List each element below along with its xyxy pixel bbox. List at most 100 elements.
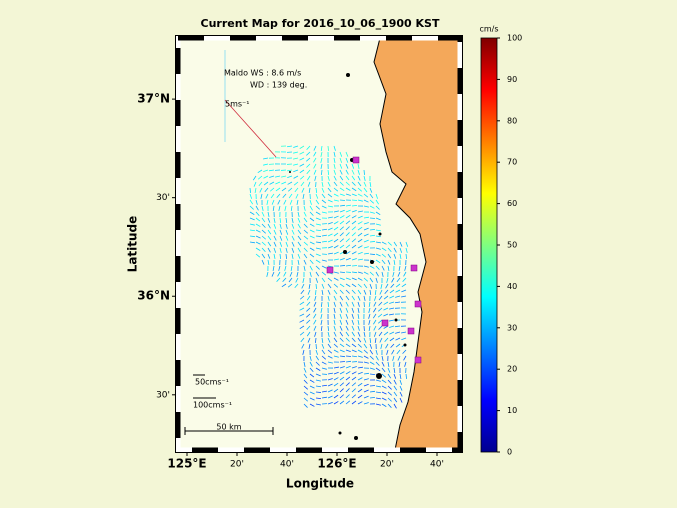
vector [255, 229, 261, 233]
vector [383, 331, 389, 336]
vector [255, 205, 259, 211]
vector [306, 307, 311, 312]
vector [327, 239, 333, 243]
vector [333, 169, 337, 175]
vector [351, 331, 356, 337]
vector [339, 215, 345, 219]
frame [175, 35, 463, 453]
vector [315, 217, 321, 221]
vector [249, 229, 256, 232]
vector [315, 337, 317, 344]
vector [369, 283, 373, 289]
vector [357, 301, 360, 307]
vector [345, 394, 350, 399]
vector [293, 169, 299, 173]
vector [374, 289, 377, 296]
vector [351, 199, 358, 201]
vector [351, 366, 357, 369]
vector [291, 253, 294, 259]
vector [279, 235, 283, 241]
vector [267, 211, 270, 217]
vector [327, 216, 333, 219]
vector [261, 247, 266, 252]
vector [357, 394, 363, 399]
vector [327, 289, 331, 295]
vector [327, 193, 333, 198]
vector [363, 187, 368, 193]
vector [303, 391, 309, 396]
vector [303, 217, 308, 223]
vector [309, 217, 315, 222]
vector [320, 163, 323, 169]
vector [405, 241, 409, 247]
vector [375, 241, 381, 244]
vector [357, 199, 363, 202]
vector [363, 199, 369, 203]
vector [315, 187, 318, 194]
vector [302, 193, 305, 199]
vector [393, 247, 397, 253]
vector [378, 301, 383, 306]
vector [272, 265, 275, 271]
vector [303, 241, 309, 246]
vector [281, 175, 287, 178]
vector [333, 187, 339, 192]
vector [291, 229, 295, 235]
vector [271, 199, 275, 205]
vector [282, 193, 287, 199]
vector [275, 175, 281, 178]
vector [383, 295, 389, 300]
vector [357, 251, 363, 255]
vector [375, 217, 381, 221]
vector [368, 319, 371, 325]
vector [333, 215, 339, 219]
vector [339, 349, 345, 353]
vector [357, 221, 363, 225]
vector [278, 205, 281, 211]
vector [261, 223, 266, 228]
vector [297, 235, 302, 241]
vector [381, 253, 387, 258]
vector [357, 232, 363, 237]
vector [357, 355, 363, 358]
y-tick-label: 30' [156, 390, 170, 400]
vector [363, 295, 366, 301]
vector [306, 157, 311, 162]
vector [333, 377, 339, 381]
vector [363, 205, 369, 208]
vector [345, 283, 351, 287]
vector [321, 396, 327, 399]
vector [351, 271, 358, 274]
vector [363, 337, 367, 343]
vector [345, 371, 351, 375]
vector [285, 217, 288, 224]
vector [393, 385, 398, 391]
vector [252, 175, 257, 181]
vector [345, 151, 349, 157]
vector [293, 157, 299, 160]
vector [345, 244, 351, 249]
vector [387, 403, 392, 408]
vector [369, 265, 375, 269]
vector [272, 205, 275, 212]
vector [306, 175, 311, 181]
vector [294, 187, 299, 193]
vector [399, 391, 403, 397]
vector [369, 361, 375, 365]
vector [381, 397, 387, 401]
vector [258, 181, 263, 187]
vector [293, 151, 299, 154]
vector [351, 175, 356, 181]
vector [387, 361, 390, 367]
vector [333, 401, 339, 405]
vector [266, 199, 269, 205]
vector [393, 241, 398, 247]
vector [263, 175, 269, 179]
vector [269, 169, 275, 172]
vector [306, 325, 311, 331]
vector [339, 244, 345, 249]
vector [357, 343, 362, 348]
vector [303, 235, 309, 240]
vector [345, 343, 351, 348]
vector [345, 257, 351, 261]
